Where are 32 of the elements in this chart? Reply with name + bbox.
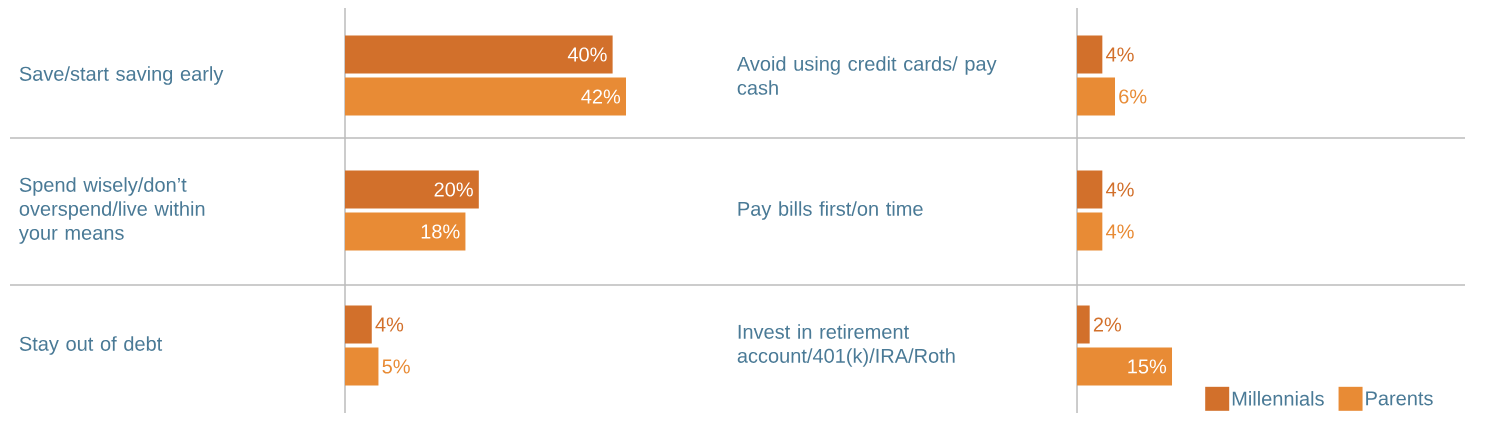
bar [1077, 212, 1103, 251]
data-label: 4% [375, 317, 404, 332]
bar [345, 347, 379, 386]
legend-label: Parents [1366, 391, 1433, 406]
y-tick-label: Avoid using credit cards/ pay cash [736, 56, 997, 95]
bar [1077, 305, 1090, 344]
data-label: 40% [567, 47, 607, 62]
bar [345, 212, 466, 251]
y-tick-label: Stay out of debt [19, 336, 163, 355]
bar [345, 35, 613, 74]
y-tick-label: Pay bills first/on time [738, 201, 923, 220]
legend-label: Millennials [1232, 391, 1324, 406]
data-label: 2% [1093, 317, 1122, 332]
bar [345, 77, 626, 116]
data-label: 15% [1128, 359, 1167, 374]
bar [345, 305, 372, 344]
bar [1077, 35, 1103, 74]
bar [1077, 77, 1116, 116]
data-label: 42% [581, 89, 621, 104]
data-label: 5% [382, 359, 410, 374]
data-label: 4% [1106, 224, 1134, 239]
y-tick-label: Spend wisely/don’t overspend/live within your means [18, 177, 205, 244]
data-label: 4% [1106, 47, 1134, 62]
bar [345, 170, 479, 209]
bar [1077, 170, 1103, 209]
data-label: 18% [421, 224, 460, 239]
bar [1077, 347, 1173, 386]
y-tick-label: Invest in retirement account/401(k)/IRA/Roth [737, 324, 955, 367]
data-label: 6% [1119, 89, 1147, 104]
y-tick-label: Save/start saving early [19, 66, 224, 85]
data-label: 20% [434, 182, 473, 197]
data-label: 4% [1106, 182, 1134, 197]
